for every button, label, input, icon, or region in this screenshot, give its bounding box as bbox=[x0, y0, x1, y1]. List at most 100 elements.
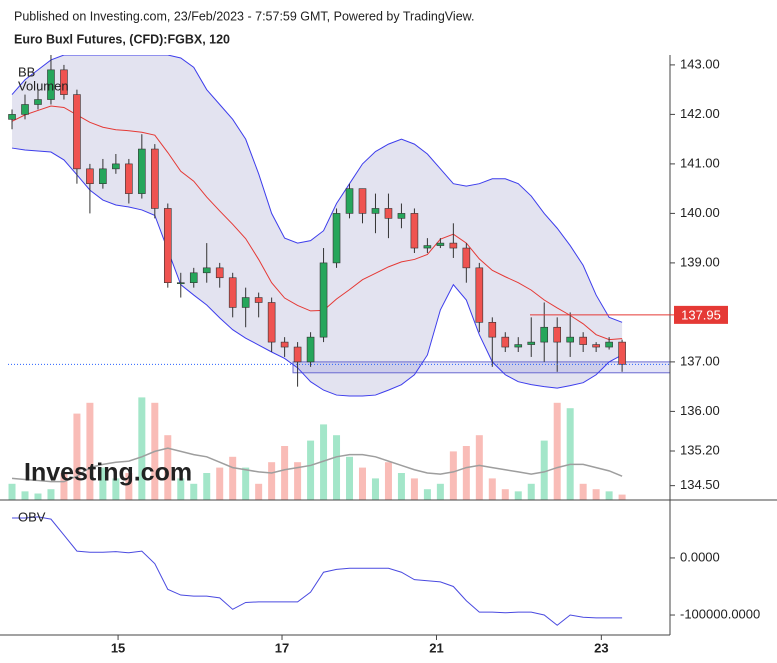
candle-body bbox=[86, 168, 94, 184]
x-tick-label: 17 bbox=[275, 640, 289, 655]
y-tick-label: 137.00 bbox=[680, 353, 720, 368]
volume-bar bbox=[488, 478, 496, 500]
price-label-box bbox=[674, 305, 728, 324]
candle-body bbox=[99, 168, 107, 184]
bb-legend: BB bbox=[18, 64, 35, 79]
volume-bar bbox=[514, 491, 522, 500]
candle-body bbox=[462, 247, 471, 269]
candle-body bbox=[514, 344, 523, 348]
volume-bar bbox=[307, 440, 315, 500]
y-tick-label: 134.50 bbox=[680, 477, 720, 492]
bb-upper bbox=[11, 55, 623, 323]
volume-bar bbox=[164, 435, 172, 500]
candle-body bbox=[319, 262, 328, 338]
candle-body bbox=[579, 336, 587, 345]
candle-body bbox=[527, 341, 536, 345]
volume-bar bbox=[190, 483, 198, 500]
candle-body bbox=[34, 99, 42, 105]
candle-body bbox=[384, 208, 393, 219]
bb-middle bbox=[11, 105, 623, 341]
bb-fill bbox=[12, 55, 623, 397]
volume-bar bbox=[242, 467, 250, 500]
candle-body bbox=[358, 188, 367, 214]
axes: 143.00 142.00 141.00 140.00 139.00 137.00 136.… bbox=[0, 55, 777, 655]
candle-body bbox=[475, 267, 484, 323]
candle-body bbox=[423, 245, 432, 249]
y-tick-label: 140.00 bbox=[680, 205, 720, 220]
y-tick-label: 143.00 bbox=[680, 56, 720, 71]
volume-bar bbox=[125, 473, 133, 500]
volume-bar bbox=[384, 462, 392, 500]
obv-pane bbox=[12, 516, 623, 626]
volume-bar bbox=[423, 489, 431, 500]
candle-body bbox=[488, 321, 497, 338]
candle-body bbox=[8, 114, 16, 120]
y-tick-label: 135.20 bbox=[680, 442, 720, 457]
volume-bar bbox=[397, 473, 405, 500]
candle-body bbox=[332, 213, 341, 264]
volume-bar bbox=[333, 435, 341, 500]
candle-body bbox=[345, 188, 354, 214]
volume-bar bbox=[346, 456, 354, 500]
candle-body bbox=[163, 208, 172, 283]
volume-bar bbox=[86, 402, 94, 500]
candle-body bbox=[202, 267, 211, 274]
bb-lower bbox=[11, 147, 623, 397]
drawn-rectangle bbox=[292, 361, 670, 374]
volume-bar bbox=[605, 491, 613, 500]
volume-bar bbox=[229, 456, 237, 500]
volume-bar bbox=[436, 483, 444, 500]
candle-body bbox=[449, 242, 458, 249]
volume-bar bbox=[8, 483, 16, 500]
candle-body bbox=[306, 336, 315, 363]
volume-bar bbox=[255, 483, 263, 500]
volume-bar bbox=[462, 446, 470, 500]
candle-body bbox=[566, 336, 574, 343]
volume-bar bbox=[566, 408, 574, 500]
candle-body bbox=[21, 104, 29, 115]
volume-bar bbox=[579, 483, 587, 500]
candle-body bbox=[371, 208, 380, 214]
candle-body bbox=[151, 148, 159, 209]
volume-bar bbox=[501, 489, 509, 500]
candle-body bbox=[410, 213, 419, 249]
volume-bar bbox=[449, 451, 457, 500]
obv-legend: OBV bbox=[18, 509, 46, 524]
y-tick-label: 0.0000 bbox=[680, 549, 720, 564]
y-tick-label: 141.00 bbox=[680, 155, 720, 170]
volume-bar bbox=[21, 491, 29, 500]
candle-body bbox=[138, 148, 146, 194]
candle-body bbox=[592, 344, 600, 348]
candle-body bbox=[215, 267, 224, 279]
volume-bar bbox=[281, 446, 289, 500]
volume-bar bbox=[475, 435, 483, 500]
volume-ma bbox=[11, 447, 623, 483]
candle-body bbox=[254, 297, 263, 303]
volume-bar bbox=[358, 467, 366, 500]
volume-bar bbox=[320, 424, 328, 500]
candle-body bbox=[47, 69, 55, 100]
candle-body bbox=[176, 282, 185, 284]
volume-bar bbox=[216, 467, 224, 500]
candle-body bbox=[540, 326, 549, 343]
volume-bar bbox=[527, 483, 535, 500]
candle-body bbox=[605, 341, 613, 348]
volume-bar bbox=[60, 473, 68, 500]
price-pane bbox=[8, 55, 670, 500]
watermark: Investing.com bbox=[24, 459, 192, 487]
candle-body bbox=[73, 94, 81, 170]
candle-body bbox=[112, 163, 120, 170]
volume-bar bbox=[592, 489, 600, 500]
price-label: 137.95 bbox=[681, 307, 721, 322]
volume-bar bbox=[177, 478, 185, 500]
candle-body bbox=[618, 341, 626, 365]
volume-bar bbox=[203, 473, 211, 500]
volume-bar bbox=[553, 402, 561, 500]
candle-body bbox=[501, 336, 510, 348]
volume-bar bbox=[73, 413, 81, 500]
volume-bar bbox=[47, 489, 55, 500]
x-tick-label: 15 bbox=[111, 640, 125, 655]
candle-body bbox=[228, 277, 237, 308]
candle-body bbox=[553, 326, 562, 343]
